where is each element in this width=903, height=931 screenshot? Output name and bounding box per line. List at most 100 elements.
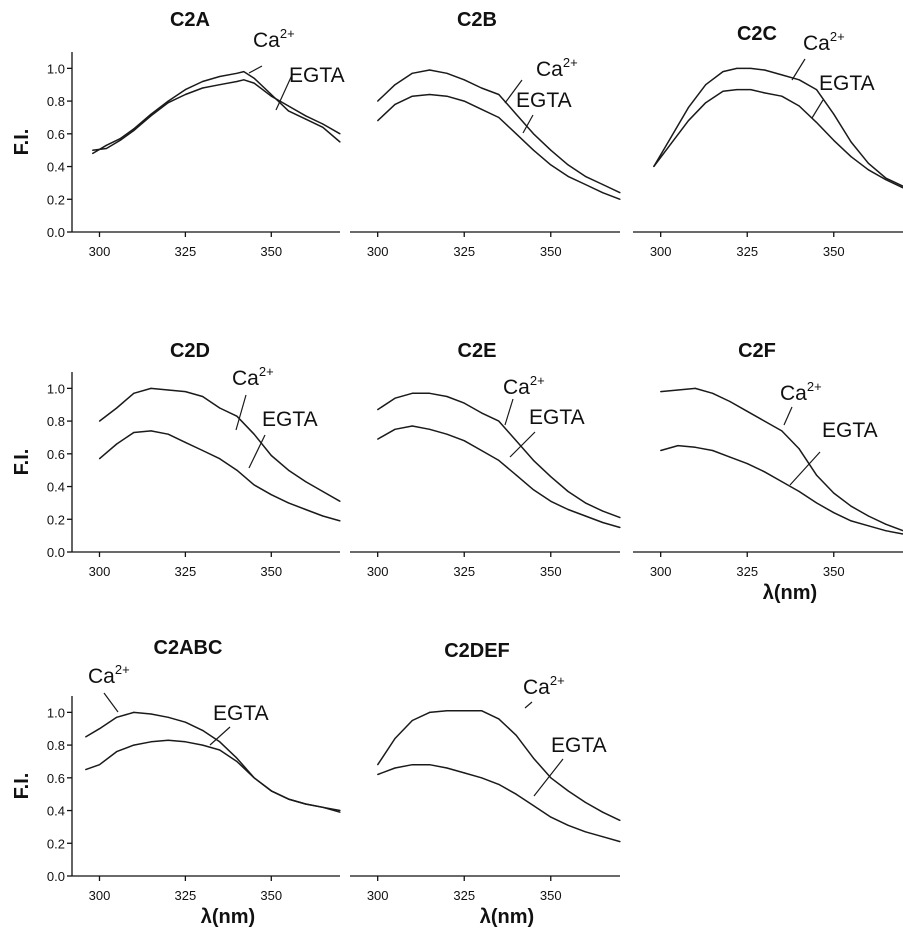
data-point: [270, 494, 272, 496]
egta-label: EGTA: [262, 408, 318, 431]
data-point: [550, 777, 552, 779]
y-tick-label: 0.0: [47, 545, 65, 560]
data-point: [150, 115, 152, 117]
egta-leader-line: [509, 431, 536, 458]
panel-c2e: C2E 300 325 350 Ca2+ EGTA: [350, 340, 621, 579]
y-tick-label: 0.4: [47, 160, 65, 175]
ca-label: Ca2+: [503, 373, 545, 399]
data-point: [287, 105, 290, 107]
panel-c2b: C2B 300 325 350 Ca2+ EGTA: [350, 9, 621, 259]
ca-label: Ca2+: [253, 26, 295, 52]
y-tick-label: 0.4: [47, 804, 65, 819]
egta-curve: [92, 79, 341, 151]
data-point: [253, 77, 255, 79]
egta-curve: [377, 763, 621, 843]
data-point: [567, 508, 569, 511]
panel-title: C2A: [170, 9, 210, 31]
data-point: [798, 79, 800, 81]
panel-c2d: C2D 300 325 350 0.0 0.2 0.4 0.6 0.8 1.0 F.I. Ca2+ EG…: [11, 340, 341, 579]
ca-leader-line: [524, 701, 533, 709]
data-point: [202, 80, 204, 83]
y-tick-label: 0.8: [47, 738, 65, 753]
data-point: [98, 458, 101, 460]
data-point: [781, 74, 783, 76]
data-point: [243, 79, 245, 81]
ca-curve: [99, 387, 341, 502]
ca-leader-line: [103, 692, 119, 713]
x-tick-label: 325: [453, 244, 475, 259]
data-point: [584, 183, 587, 186]
y-axis-label: F.I.: [11, 773, 33, 800]
data-point: [602, 836, 604, 838]
ca-label-sup: 2+: [807, 379, 822, 394]
data-point: [798, 105, 800, 107]
data-point: [833, 139, 835, 141]
y-tick-label: 1.0: [47, 381, 65, 396]
egta-leader-line: [533, 758, 564, 797]
panel-title: C2F: [738, 340, 776, 362]
data-point: [463, 79, 465, 81]
x-tick-label: 300: [367, 564, 389, 579]
x-tick-label: 350: [260, 244, 282, 259]
data-point: [687, 107, 690, 109]
data-point: [394, 767, 396, 769]
data-point: [429, 392, 431, 394]
data-point: [184, 741, 186, 743]
data-point: [550, 816, 552, 818]
data-point: [567, 490, 569, 493]
y-tick-label: 0.2: [47, 192, 65, 207]
data-point: [429, 93, 431, 96]
data-point: [480, 87, 483, 89]
y-axis-label: F.I.: [11, 129, 33, 156]
data-point: [833, 512, 835, 514]
egta-curve: [660, 444, 903, 535]
data-point: [253, 777, 255, 779]
data-point: [584, 502, 587, 504]
data-point: [619, 526, 621, 529]
data-point: [446, 95, 448, 97]
y-tick-label: 0.4: [47, 480, 65, 495]
data-point: [98, 420, 101, 422]
ca-label-text: Ca: [503, 376, 530, 399]
data-point: [833, 113, 835, 115]
data-point: [184, 89, 186, 91]
ca-label-text: Ca: [803, 32, 830, 55]
data-point: [532, 489, 535, 491]
ca-label-sup: 2+: [530, 373, 545, 388]
data-point: [850, 156, 852, 158]
data-point: [736, 67, 738, 69]
data-point: [270, 93, 272, 96]
data-point: [202, 395, 204, 398]
x-tick-label: 350: [823, 244, 845, 259]
data-point: [660, 391, 662, 393]
data-point: [202, 87, 204, 89]
data-point: [133, 129, 135, 132]
data-point: [305, 118, 307, 120]
data-point: [339, 520, 341, 522]
x-tick-label: 300: [89, 564, 111, 579]
data-point: [119, 138, 121, 140]
data-point: [98, 764, 101, 766]
ca-label-sup: 2+: [115, 662, 130, 677]
data-point: [116, 751, 118, 753]
data-point: [377, 773, 379, 776]
data-point: [885, 530, 887, 532]
data-point: [270, 454, 272, 457]
data-point: [116, 407, 118, 409]
data-point: [763, 69, 766, 71]
data-point: [480, 449, 483, 452]
x-tick-label: 325: [175, 564, 197, 579]
data-point: [377, 438, 379, 440]
data-point: [515, 113, 517, 115]
x-tick-label: 325: [453, 888, 475, 903]
data-point: [850, 141, 852, 143]
data-point: [339, 809, 341, 812]
data-point: [729, 456, 731, 458]
panel-c2abc: C2ABC 300 325 350 0.0 0.2 0.4 0.6 0.8 1.0 F.I. λ(nm…: [11, 637, 341, 928]
ca-label-text: Ca: [232, 367, 259, 390]
data-point: [394, 428, 396, 430]
data-point: [429, 69, 431, 71]
egta-leader-line: [522, 114, 534, 134]
data-point: [270, 95, 272, 97]
data-point: [498, 459, 500, 461]
